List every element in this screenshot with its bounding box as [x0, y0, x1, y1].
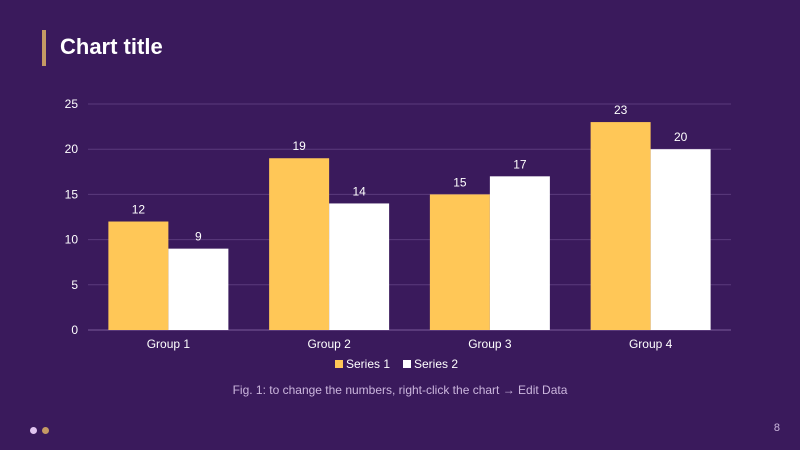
legend-label-2: Series 2: [414, 357, 458, 371]
decorative-dot-2: [42, 427, 49, 434]
bar-chart: 0 5 10 15 20 25 12 9 Group 1 19 14 Group 2 15 17 Group…: [65, 97, 731, 371]
legend-swatch-2: [403, 360, 411, 368]
data-label-1-2: 19: [292, 139, 306, 153]
data-label-2-2: 14: [352, 184, 366, 198]
bar-2-3: [489, 176, 550, 330]
legend-label-1: Series 1: [346, 357, 390, 371]
x-tick-label-4: Group 4: [629, 337, 673, 351]
bar-1-3: [429, 194, 490, 330]
bar-1-2: [269, 158, 330, 330]
x-tick-label-2: Group 2: [307, 337, 351, 351]
bar-2-4: [650, 149, 711, 330]
y-tick-label-10: 10: [65, 233, 79, 247]
figure-caption: Fig. 1: to change the numbers, right-cli…: [232, 383, 568, 397]
bar-1-4: [590, 122, 651, 330]
y-tick-label-20: 20: [65, 142, 79, 156]
title-accent-bar: [42, 30, 46, 66]
y-tick-label-5: 5: [71, 278, 78, 292]
data-label-1-1: 12: [132, 203, 146, 217]
x-tick-label-1: Group 1: [147, 337, 191, 351]
y-tick-label-25: 25: [65, 97, 79, 111]
x-tick-label-3: Group 3: [468, 337, 512, 351]
data-label-1-3: 15: [453, 175, 467, 189]
slide-title: Chart title: [60, 34, 163, 59]
data-label-2-3: 17: [513, 157, 527, 171]
bar-1-1: [108, 221, 169, 330]
data-label-2-4: 20: [674, 130, 688, 144]
data-label-1-4: 23: [614, 103, 628, 117]
data-label-2-1: 9: [195, 230, 202, 244]
page-number: 8: [773, 422, 780, 434]
bar-2-1: [168, 248, 229, 330]
legend-swatch-1: [335, 360, 343, 368]
y-tick-label-0: 0: [71, 323, 78, 337]
y-tick-label-15: 15: [65, 187, 79, 201]
decorative-dot-1: [30, 427, 37, 434]
bar-2-2: [329, 203, 390, 330]
